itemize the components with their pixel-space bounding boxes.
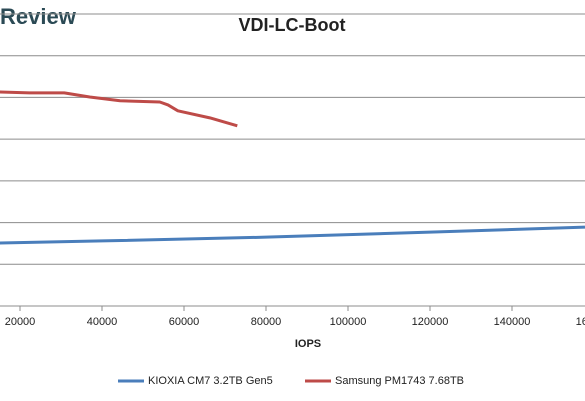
legend-label: Samsung PM1743 7.68TB	[335, 375, 464, 387]
x-tick-label: 120000	[412, 316, 449, 328]
x-tick-label: 60000	[169, 316, 200, 328]
x-tick-label: 80000	[251, 316, 282, 328]
x-tick-label: 40000	[87, 316, 118, 328]
x-tick-label: 100000	[330, 316, 367, 328]
x-tick-label: 140000	[494, 316, 531, 328]
series-line	[0, 90, 238, 128]
chart-title: VDI-LC-Boot	[239, 15, 346, 35]
x-tick-label: 160000	[576, 316, 585, 328]
legend-label: KIOXIA CM7 3.2TB Gen5	[148, 375, 273, 387]
x-axis-label: IOPS	[295, 338, 321, 350]
series-line	[0, 225, 585, 245]
watermark: Review	[0, 4, 77, 29]
x-tick-label: 20000	[5, 316, 36, 328]
